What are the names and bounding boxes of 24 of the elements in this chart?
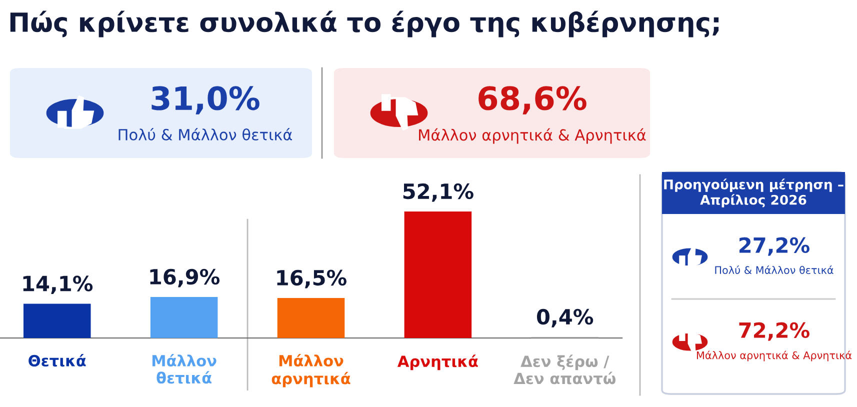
- bar: [150, 296, 218, 338]
- x-tick-label: Δεν ξέρω / Δεν απαντώ: [514, 354, 616, 384]
- data-label: 16,5%: [277, 270, 346, 288]
- bar: [23, 304, 91, 338]
- x-tick-label: Μάλλον αρνητικά: [272, 354, 350, 388]
- text: 72,2%: [739, 322, 810, 341]
- x-tick-label: Μάλλον θετικά: [152, 354, 216, 384]
- text: Μάλλον αρνητικά & Αρνητικά: [696, 350, 852, 362]
- bar: [404, 212, 472, 338]
- x-tick-label: Αρνητικά: [397, 354, 478, 370]
- text: Προηγούμενη μέτρηση – Απρίλιος 2026: [664, 178, 844, 208]
- text: Πολύ & Μάλλον θετικά: [118, 128, 292, 140]
- text: 27,2%: [740, 237, 810, 256]
- x-tick-label: Θετικά: [28, 354, 86, 367]
- data-label: 14,1%: [23, 276, 93, 294]
- bar: [277, 298, 345, 338]
- text: 31,0%: [152, 86, 260, 114]
- data-label: 52,1%: [403, 183, 474, 202]
- text: 68,6%: [478, 86, 586, 114]
- chart-title: Πώς κρίνετε συνολικά το έργο της κυβέρνησης;: [10, 10, 719, 38]
- text: Μάλλον αρνητικά & Αρνητικά: [419, 128, 646, 144]
- text: Πολύ & Μάλλον θετικά: [715, 266, 834, 274]
- data-label: 16,9%: [150, 268, 220, 288]
- data-label: 0,4%: [536, 308, 594, 328]
